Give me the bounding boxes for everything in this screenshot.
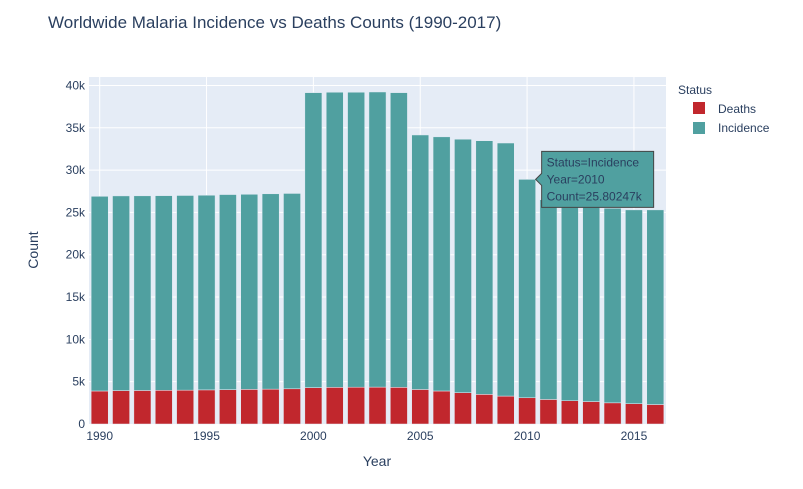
bar-incidence-2003[interactable] (368, 91, 387, 388)
bar-incidence-2008[interactable] (475, 140, 494, 395)
bar-deaths-1998[interactable] (261, 388, 280, 425)
bar-incidence-1994[interactable] (176, 195, 194, 391)
bar-incidence-2014[interactable] (603, 207, 622, 404)
y-tick-label: 30k (66, 163, 86, 177)
bar-deaths-2011[interactable] (539, 399, 558, 425)
bar-incidence-2004[interactable] (390, 92, 408, 388)
bar-deaths-2001[interactable] (325, 387, 344, 425)
hover-tooltip: Status=Incidence Year=2010 Count=25.8024… (534, 150, 655, 208)
bar-deaths-2007[interactable] (454, 392, 472, 425)
bar-deaths-1992[interactable] (133, 390, 152, 425)
bar-deaths-2002[interactable] (347, 386, 365, 425)
y-tick-label: 5k (72, 375, 86, 389)
x-tick-labels: 1990 1995 2000 2005 2010 2015 (86, 429, 647, 443)
bar-incidence-1992[interactable] (133, 195, 152, 391)
bar-deaths-2010[interactable] (518, 397, 536, 425)
y-tick-label: 20k (66, 248, 86, 262)
bar-incidence-2010[interactable] (518, 179, 536, 399)
bar-deaths-2006[interactable] (432, 390, 451, 425)
bar-deaths-1993[interactable] (154, 390, 173, 425)
bar-incidence-2016[interactable] (646, 209, 665, 405)
x-tick-label: 2015 (621, 429, 648, 443)
bar-incidence-2000[interactable] (304, 92, 323, 388)
bar-incidence-1995[interactable] (197, 194, 216, 391)
bar-incidence-2009[interactable] (496, 142, 515, 397)
legend-item-deaths[interactable]: Deaths (693, 102, 756, 116)
x-tick-label: 2005 (407, 429, 434, 443)
y-tick-labels: 0 5k 10k 15k 20k 25k 30k 35k 40k (66, 78, 86, 431)
x-tick-label: 1990 (86, 429, 113, 443)
bar-incidence-1993[interactable] (154, 195, 173, 391)
x-tick-label: 2010 (514, 429, 541, 443)
bar-incidence-2011[interactable] (539, 199, 558, 400)
x-tick-label: 1995 (193, 429, 220, 443)
bar-incidence-1996[interactable] (219, 194, 237, 390)
bar-deaths-2015[interactable] (625, 403, 643, 425)
bar-incidence-1997[interactable] (240, 194, 259, 390)
legend-title: Status (678, 83, 712, 97)
bar-deaths-1997[interactable] (240, 389, 259, 425)
bar-deaths-2005[interactable] (411, 389, 430, 425)
bar-deaths-2000[interactable] (304, 387, 323, 425)
y-tick-label: 15k (66, 290, 86, 304)
bar-incidence-1998[interactable] (261, 193, 280, 390)
legend-label-incidence: Incidence (718, 121, 770, 135)
bar-deaths-1991[interactable] (112, 390, 130, 425)
bar-incidence-1999[interactable] (283, 193, 301, 390)
tooltip-box (534, 150, 655, 208)
bar-incidence-2002[interactable] (347, 91, 365, 388)
bar-incidence-2015[interactable] (625, 209, 643, 404)
chart-title: Worldwide Malaria Incidence vs Deaths Co… (48, 13, 501, 32)
y-tick-label: 10k (66, 332, 86, 346)
bar-deaths-1996[interactable] (219, 389, 237, 425)
bar-incidence-2007[interactable] (454, 138, 472, 393)
x-tick-label: 2000 (300, 429, 327, 443)
legend-swatch-incidence (693, 122, 705, 134)
bar-incidence-1991[interactable] (112, 195, 130, 391)
bar-deaths-2016[interactable] (646, 404, 665, 425)
bar-deaths-2013[interactable] (582, 401, 601, 425)
bar-deaths-2004[interactable] (390, 387, 408, 425)
y-tick-label: 40k (66, 78, 86, 92)
y-tick-label: 0 (78, 417, 85, 431)
bar-deaths-2008[interactable] (475, 394, 494, 425)
y-tick-label: 35k (66, 121, 86, 135)
y-tick-label: 25k (66, 205, 86, 219)
tooltip-status: Status=Incidence (547, 155, 640, 169)
bar-deaths-2012[interactable] (561, 400, 579, 425)
bar-incidence-2012[interactable] (561, 203, 579, 401)
bar-deaths-1990[interactable] (90, 390, 109, 425)
bar-deaths-1999[interactable] (283, 388, 301, 425)
bar-deaths-2009[interactable] (496, 395, 515, 425)
bar-incidence-2013[interactable] (582, 205, 601, 402)
bar-deaths-2003[interactable] (368, 386, 387, 425)
y-axis-title: Count (25, 231, 41, 268)
bar-deaths-1995[interactable] (197, 389, 216, 425)
bar-deaths-1994[interactable] (176, 389, 194, 425)
bar-incidence-2005[interactable] (411, 134, 430, 390)
bar-incidence-1990[interactable] (90, 196, 109, 392)
bar-group (90, 91, 665, 425)
bar-incidence-2001[interactable] (325, 91, 344, 388)
legend-swatch-deaths (693, 102, 705, 114)
tooltip-count: Count=25.80247k (547, 189, 643, 203)
legend-item-incidence[interactable]: Incidence (693, 121, 770, 135)
legend: Status Deaths Incidence (678, 83, 770, 135)
bar-incidence-2006[interactable] (432, 136, 451, 392)
bar-deaths-2014[interactable] (603, 402, 622, 425)
legend-label-deaths: Deaths (718, 102, 756, 116)
tooltip-year: Year=2010 (547, 172, 605, 186)
x-axis-title: Year (363, 453, 392, 469)
